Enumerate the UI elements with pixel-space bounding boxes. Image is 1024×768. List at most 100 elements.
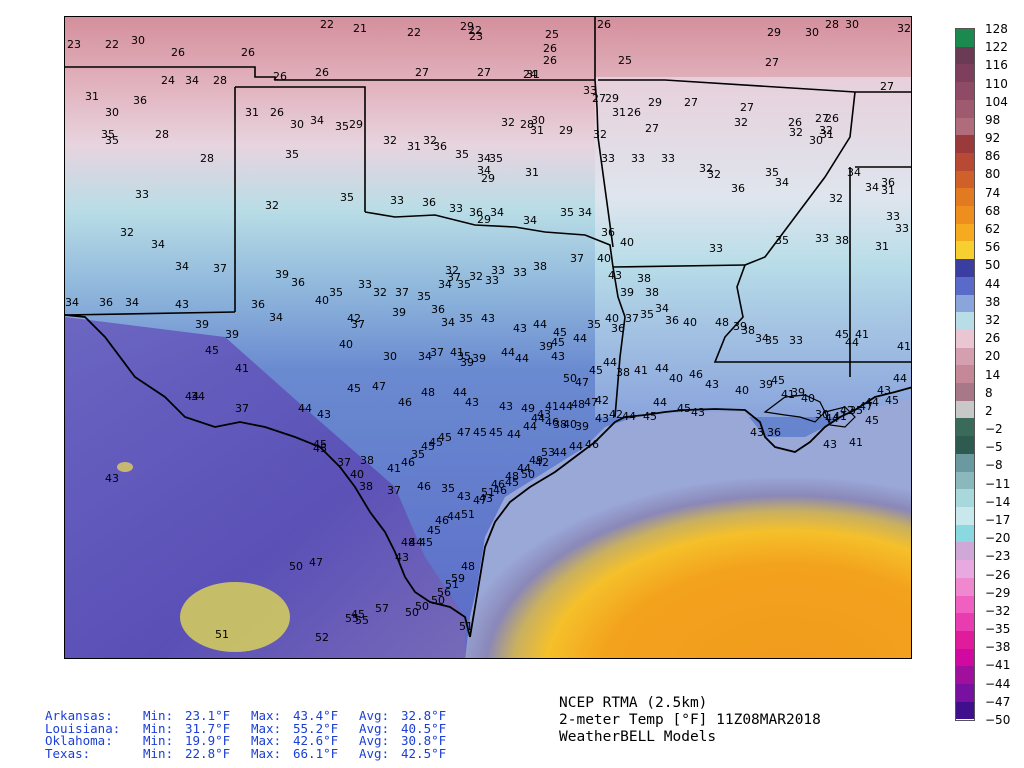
- temperature-label: 29: [477, 213, 491, 226]
- colorbar-tick-label: 14: [985, 367, 1001, 382]
- temperature-label: 44: [185, 390, 199, 403]
- temperature-label: 43: [481, 312, 495, 325]
- temperature-label: 39: [733, 320, 747, 333]
- colorbar-swatch: [956, 383, 974, 401]
- temperature-label: 38: [637, 272, 651, 285]
- temperature-label: 34: [775, 176, 789, 189]
- temperature-label: 27: [765, 56, 779, 69]
- colorbar-swatch: [956, 152, 974, 171]
- temperature-label: 35: [105, 134, 119, 147]
- avg-label: Avg:: [359, 733, 390, 748]
- temperature-label: 35: [849, 404, 863, 417]
- temperature-label: 34: [151, 238, 165, 251]
- temperature-label: 35: [457, 278, 471, 291]
- coastline: [65, 314, 911, 638]
- colorbar-swatch: [956, 577, 974, 596]
- temperature-label: 40: [605, 312, 619, 325]
- temperature-label: 44: [501, 346, 515, 359]
- map-title: NCEP RTMA (2.5km) 2-meter Temp [°F] 11Z08…: [559, 695, 821, 746]
- min-value: 19.9°F: [185, 733, 231, 748]
- temperature-label: 45: [589, 364, 603, 377]
- temperature-label: 31: [407, 140, 421, 153]
- temperature-label: 51: [445, 578, 459, 591]
- colorbar-tick-label: −35: [985, 622, 1011, 637]
- temperature-label: 38: [533, 260, 547, 273]
- temperature-label: 33: [601, 152, 615, 165]
- temperature-label: 30: [383, 350, 397, 363]
- temperature-label: 43: [457, 490, 471, 503]
- temperature-label: 44: [845, 336, 859, 349]
- temperature-label: 41: [833, 410, 847, 423]
- temperature-label: 45: [505, 476, 519, 489]
- temperature-label: 45: [313, 438, 327, 451]
- temperature-label: 34: [185, 74, 199, 87]
- colorbar-tick-label: −20: [985, 531, 1011, 546]
- temperature-label: 39: [195, 318, 209, 331]
- temperature-label: 40: [801, 392, 815, 405]
- temperature-label: 33: [583, 84, 597, 97]
- temperature-label: 37: [213, 262, 227, 275]
- temperature-label: 31: [245, 106, 259, 119]
- title-line-1: NCEP RTMA (2.5km): [559, 695, 708, 711]
- min-value: 23.1°F: [185, 708, 231, 723]
- colorbar-swatch: [956, 560, 974, 578]
- temperature-label: 40: [669, 372, 683, 385]
- temperature-label: 33: [485, 274, 499, 287]
- state-name: Oklahoma:: [45, 733, 113, 748]
- temperature-label: 38: [360, 454, 374, 467]
- temperature-label: 22: [407, 26, 421, 39]
- temperature-label: 36: [665, 314, 679, 327]
- temperature-label: 26: [543, 42, 557, 55]
- colorbar-swatch: [956, 223, 974, 242]
- temperature-label: 46: [493, 484, 507, 497]
- title-line-2: 2-meter Temp [°F] 11Z08MAR2018: [559, 712, 821, 728]
- yellow-warm-area-2: [117, 462, 133, 472]
- temperature-label: 37: [337, 456, 351, 469]
- temperature-label: 35: [417, 290, 431, 303]
- temperature-label: 53: [541, 446, 555, 459]
- temperature-label: 33: [895, 222, 909, 235]
- temperature-label: 35: [340, 191, 354, 204]
- temperature-label: 35: [411, 448, 425, 461]
- temperature-label: 46: [545, 416, 559, 429]
- temperature-label: 45: [438, 431, 452, 444]
- temperature-label: 33: [358, 278, 372, 291]
- temperature-label: 44: [653, 396, 667, 409]
- temperature-label: 38: [835, 234, 849, 247]
- temperature-label: 33: [390, 194, 404, 207]
- min-label: Min:: [143, 745, 174, 761]
- temperature-label: 36: [99, 296, 113, 309]
- temperature-label: 32: [819, 124, 833, 137]
- temperature-label: 40: [350, 468, 364, 481]
- temperature-label: 27: [477, 66, 491, 79]
- temperature-label: 47: [473, 494, 487, 507]
- colorbar-tick-label: 44: [985, 276, 1001, 291]
- temperature-label: 40: [620, 236, 634, 249]
- temperature-label: 32: [897, 22, 911, 35]
- southwest-field: [65, 317, 465, 658]
- temperature-label: 30: [845, 18, 859, 31]
- temperature-map: 23 22 30 26 26 22 21 22 22 23 25 26 26 25 26 29 30 28 30 32…: [64, 16, 912, 659]
- temperature-label: 36: [611, 322, 625, 335]
- colorbar-swatch: [956, 400, 974, 419]
- temperature-label: 44: [893, 372, 907, 385]
- avg-label: Avg:: [359, 745, 390, 761]
- colorbar-swatch: [956, 99, 974, 118]
- colorbar-tick-label: 98: [985, 112, 1001, 127]
- temperature-label: 34: [755, 332, 769, 345]
- temperature-label: 33: [661, 152, 675, 165]
- title-line-3: WeatherBELL Models: [559, 729, 717, 745]
- temperature-label: 35: [489, 152, 503, 165]
- avg-value: 30.8°F: [401, 733, 447, 748]
- temperature-label: 33: [513, 266, 527, 279]
- temperature-label: 35: [441, 482, 455, 495]
- temperature-label: 44: [865, 396, 879, 409]
- yellow-warm-area: [180, 582, 290, 652]
- temperature-label: 40: [683, 316, 697, 329]
- colorbar-tick-label: 122: [985, 40, 1008, 55]
- temperature-label: 34: [438, 278, 452, 291]
- temperature-label: 45: [771, 374, 785, 387]
- colorbar-tick-label: 74: [985, 185, 1001, 200]
- temperature-label: 44: [569, 440, 583, 453]
- temperature-label: 45: [205, 344, 219, 357]
